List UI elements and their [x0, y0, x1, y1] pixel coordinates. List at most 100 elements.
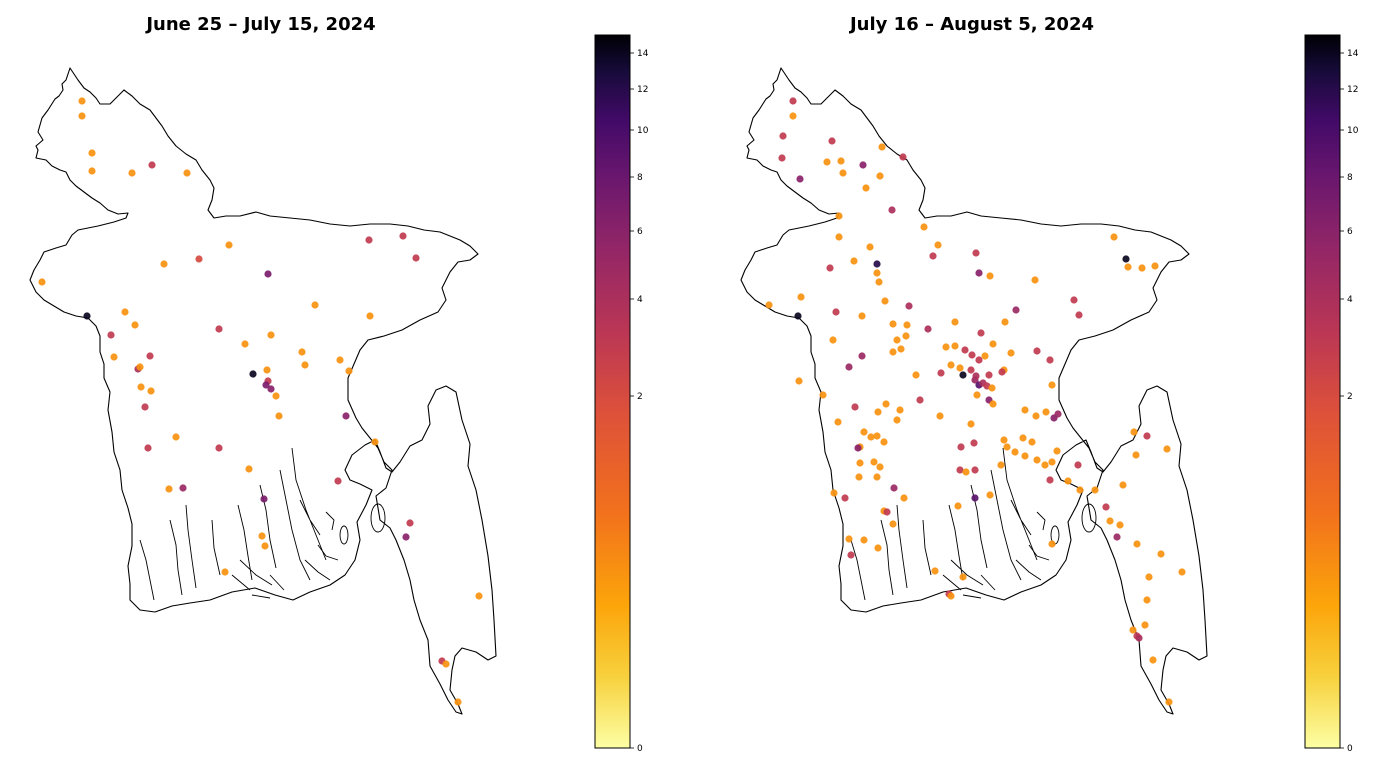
data-point: [819, 391, 827, 399]
data-point: [249, 370, 257, 378]
data-point: [859, 161, 867, 169]
data-point: [1102, 503, 1110, 511]
data-point: [301, 361, 309, 369]
data-point: [934, 241, 942, 249]
data-point: [258, 532, 266, 540]
data-point: [972, 372, 980, 380]
data-point: [263, 366, 271, 374]
data-point: [874, 544, 882, 552]
data-point: [985, 371, 993, 379]
colorbar-tick-label: 10: [637, 126, 649, 136]
data-point: [78, 112, 86, 120]
right-colorbar-ticks: 0 2 4 6 8 10 12 14: [1340, 49, 1359, 754]
data-point: [215, 325, 223, 333]
colorbar-tick-label: 12: [1347, 85, 1358, 95]
data-point: [975, 356, 983, 364]
data-point: [88, 167, 96, 175]
data-point: [856, 459, 864, 467]
colorbar-tick-label: 10: [1347, 126, 1359, 136]
data-point: [794, 312, 802, 320]
data-point: [1012, 306, 1020, 314]
data-point: [855, 473, 863, 481]
colorbar-tick-label: 4: [1347, 295, 1353, 305]
data-point: [264, 270, 272, 278]
data-point: [83, 312, 91, 320]
data-point: [148, 161, 156, 169]
data-point: [973, 391, 981, 399]
data-point: [789, 97, 797, 105]
data-point: [962, 468, 970, 476]
data-point: [1149, 656, 1157, 664]
data-point: [365, 236, 373, 244]
data-point: [912, 371, 920, 379]
data-point: [454, 698, 462, 706]
right-panel-title: July 16 – August 5, 2024: [848, 14, 1094, 35]
data-point: [947, 361, 955, 369]
data-point: [880, 438, 888, 446]
colorbar-tick-label: 0: [637, 744, 643, 754]
data-point: [959, 573, 967, 581]
data-point: [989, 400, 997, 408]
data-point: [1019, 434, 1027, 442]
data-point: [1143, 596, 1151, 604]
data-point: [1000, 436, 1008, 444]
data-point: [828, 137, 836, 145]
data-point: [988, 384, 996, 392]
right-colorbar: 0 2 4 6 8 10 12 14: [1304, 34, 1359, 754]
data-point: [937, 369, 945, 377]
data-point: [1021, 452, 1029, 460]
data-point: [262, 381, 270, 389]
data-point: [1033, 347, 1041, 355]
data-point: [38, 278, 46, 286]
data-point: [267, 385, 275, 393]
data-point: [1074, 461, 1082, 469]
data-point: [881, 297, 889, 305]
colorbar-tick-label: 2: [637, 392, 643, 402]
data-point: [778, 154, 786, 162]
data-point: [905, 302, 913, 310]
data-point: [873, 432, 881, 440]
data-point: [442, 660, 450, 668]
data-point: [1124, 263, 1132, 271]
data-point: [110, 353, 118, 361]
data-point: [867, 433, 875, 441]
data-point: [858, 352, 866, 360]
data-point: [961, 346, 969, 354]
data-point: [835, 212, 843, 220]
data-point: [795, 377, 803, 385]
data-point: [334, 477, 342, 485]
data-point: [851, 403, 859, 411]
data-point: [88, 149, 96, 157]
data-point: [195, 255, 203, 263]
data-point: [889, 520, 897, 528]
data-point: [862, 184, 870, 192]
data-point: [873, 473, 881, 481]
data-point: [971, 466, 979, 474]
data-point: [221, 568, 229, 576]
data-point: [1041, 461, 1049, 469]
data-point: [225, 241, 233, 249]
data-point: [797, 293, 805, 301]
data-point: [78, 97, 86, 105]
data-point: [179, 484, 187, 492]
data-point: [951, 318, 959, 326]
data-point: [137, 383, 145, 391]
data-point: [1053, 447, 1061, 455]
data-point: [1054, 410, 1062, 418]
data-point: [1130, 428, 1138, 436]
data-point: [1070, 296, 1078, 304]
data-point: [1119, 481, 1127, 489]
data-point: [882, 400, 890, 408]
data-point: [1091, 486, 1099, 494]
data-point: [107, 331, 115, 339]
data-point: [298, 348, 306, 356]
data-point: [903, 321, 911, 329]
data-point: [893, 336, 901, 344]
data-point: [1011, 448, 1019, 456]
data-point: [1032, 412, 1040, 420]
data-point: [916, 396, 924, 404]
data-point: [144, 444, 152, 452]
data-point: [936, 412, 944, 420]
data-point: [1129, 626, 1137, 634]
data-point: [942, 343, 950, 351]
